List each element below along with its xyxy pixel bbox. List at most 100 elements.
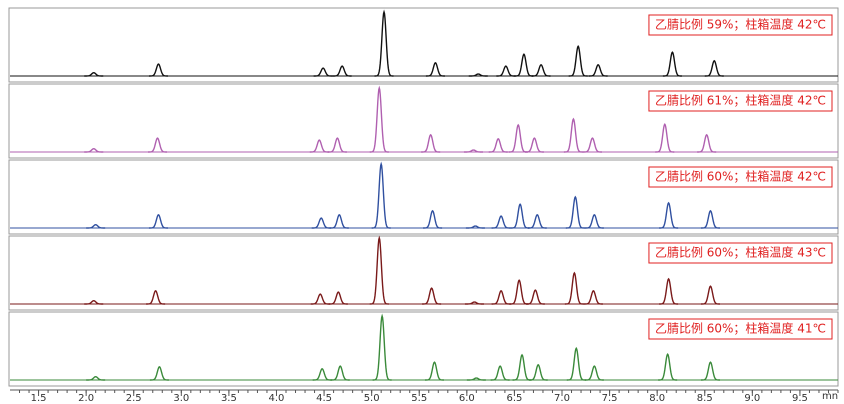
peak (425, 61, 445, 77)
peak (496, 65, 516, 77)
peak (659, 277, 679, 305)
x-tick-label: 4.0 (269, 393, 285, 404)
peak (584, 365, 604, 381)
peak (332, 65, 352, 77)
peak (330, 365, 350, 381)
peak (369, 235, 389, 305)
peak (84, 71, 104, 77)
panel-frame (8, 7, 839, 83)
x-axis-unit: mn (822, 391, 838, 402)
x-tick-label: 1.5 (31, 393, 47, 404)
peak (697, 133, 717, 153)
peak (371, 161, 391, 229)
peak (512, 353, 532, 381)
peak (148, 213, 168, 229)
peak (468, 73, 488, 77)
peak (700, 285, 720, 305)
x-tick-label: 8.0 (649, 393, 665, 404)
panel-frame (8, 311, 839, 387)
peak (524, 137, 544, 153)
peak (531, 63, 551, 77)
x-tick-label: 8.5 (697, 393, 713, 404)
peak (423, 209, 443, 229)
peak (659, 201, 679, 229)
panel-frame (8, 235, 839, 311)
peak (84, 147, 104, 153)
peak (528, 363, 548, 381)
peak (148, 63, 168, 77)
label-box (648, 318, 833, 340)
peak (466, 377, 486, 381)
panel-label: 乙腈比例 61%；柱箱温度 42℃ (655, 93, 826, 108)
peak (374, 9, 394, 77)
peak (310, 293, 330, 305)
peak (329, 213, 349, 229)
x-tick-label: 2.5 (126, 393, 142, 404)
peak (704, 59, 724, 77)
peak (312, 367, 332, 381)
peak (86, 375, 106, 381)
peak (655, 123, 675, 153)
peak (525, 289, 545, 305)
peak (582, 137, 602, 153)
panel-frame (8, 83, 839, 159)
peak (491, 289, 511, 305)
peak (566, 346, 586, 381)
peak (509, 279, 529, 305)
peak (508, 123, 528, 153)
label-box (648, 166, 833, 188)
peak (372, 313, 392, 381)
peak (564, 271, 584, 305)
x-tick-label: 2.0 (78, 393, 94, 404)
peak (328, 291, 348, 305)
x-tick-label: 7.0 (554, 393, 570, 404)
peak (568, 44, 588, 77)
panel-label: 乙腈比例 60%；柱箱温度 42℃ (655, 169, 826, 184)
peak (369, 85, 389, 153)
panel-label: 乙腈比例 59%；柱箱温度 42℃ (655, 17, 826, 32)
peak (84, 299, 104, 305)
peak (146, 289, 166, 305)
peak (563, 117, 583, 153)
peak (424, 361, 444, 381)
panel-label: 乙腈比例 60%；柱箱温度 41℃ (655, 321, 826, 336)
x-tick-label: 3.5 (221, 393, 237, 404)
peak (565, 195, 585, 229)
peak (658, 353, 678, 381)
peak (313, 67, 333, 77)
peak (327, 137, 347, 153)
peak (309, 139, 329, 153)
peak (514, 53, 534, 77)
panel-frame (8, 159, 839, 235)
peak (149, 365, 169, 381)
peak (583, 289, 603, 305)
peak (422, 287, 442, 305)
label-box (648, 242, 833, 264)
x-tick-label: 3.0 (173, 393, 189, 404)
peak (148, 137, 168, 153)
peak (421, 133, 441, 153)
peak (700, 209, 720, 229)
label-box (648, 14, 833, 36)
peak (311, 217, 331, 229)
x-tick-label: 9.0 (744, 393, 760, 404)
x-tick-label: 9.5 (792, 393, 808, 404)
x-tick-label: 5.0 (364, 393, 380, 404)
peak (700, 361, 720, 381)
x-tick-label: 4.5 (316, 393, 332, 404)
x-tick-label: 5.5 (411, 393, 427, 404)
peak (588, 63, 608, 77)
x-tick-label: 7.5 (602, 393, 618, 404)
x-tick-label: 6.5 (506, 393, 522, 404)
x-tick-label: 6.0 (459, 393, 475, 404)
peak (86, 223, 106, 229)
peak (662, 51, 682, 77)
peak (510, 203, 530, 229)
label-box (648, 90, 833, 112)
panel-label: 乙腈比例 60%；柱箱温度 43℃ (655, 245, 826, 260)
peak (584, 213, 604, 229)
peak (527, 213, 547, 229)
peak (463, 149, 484, 153)
